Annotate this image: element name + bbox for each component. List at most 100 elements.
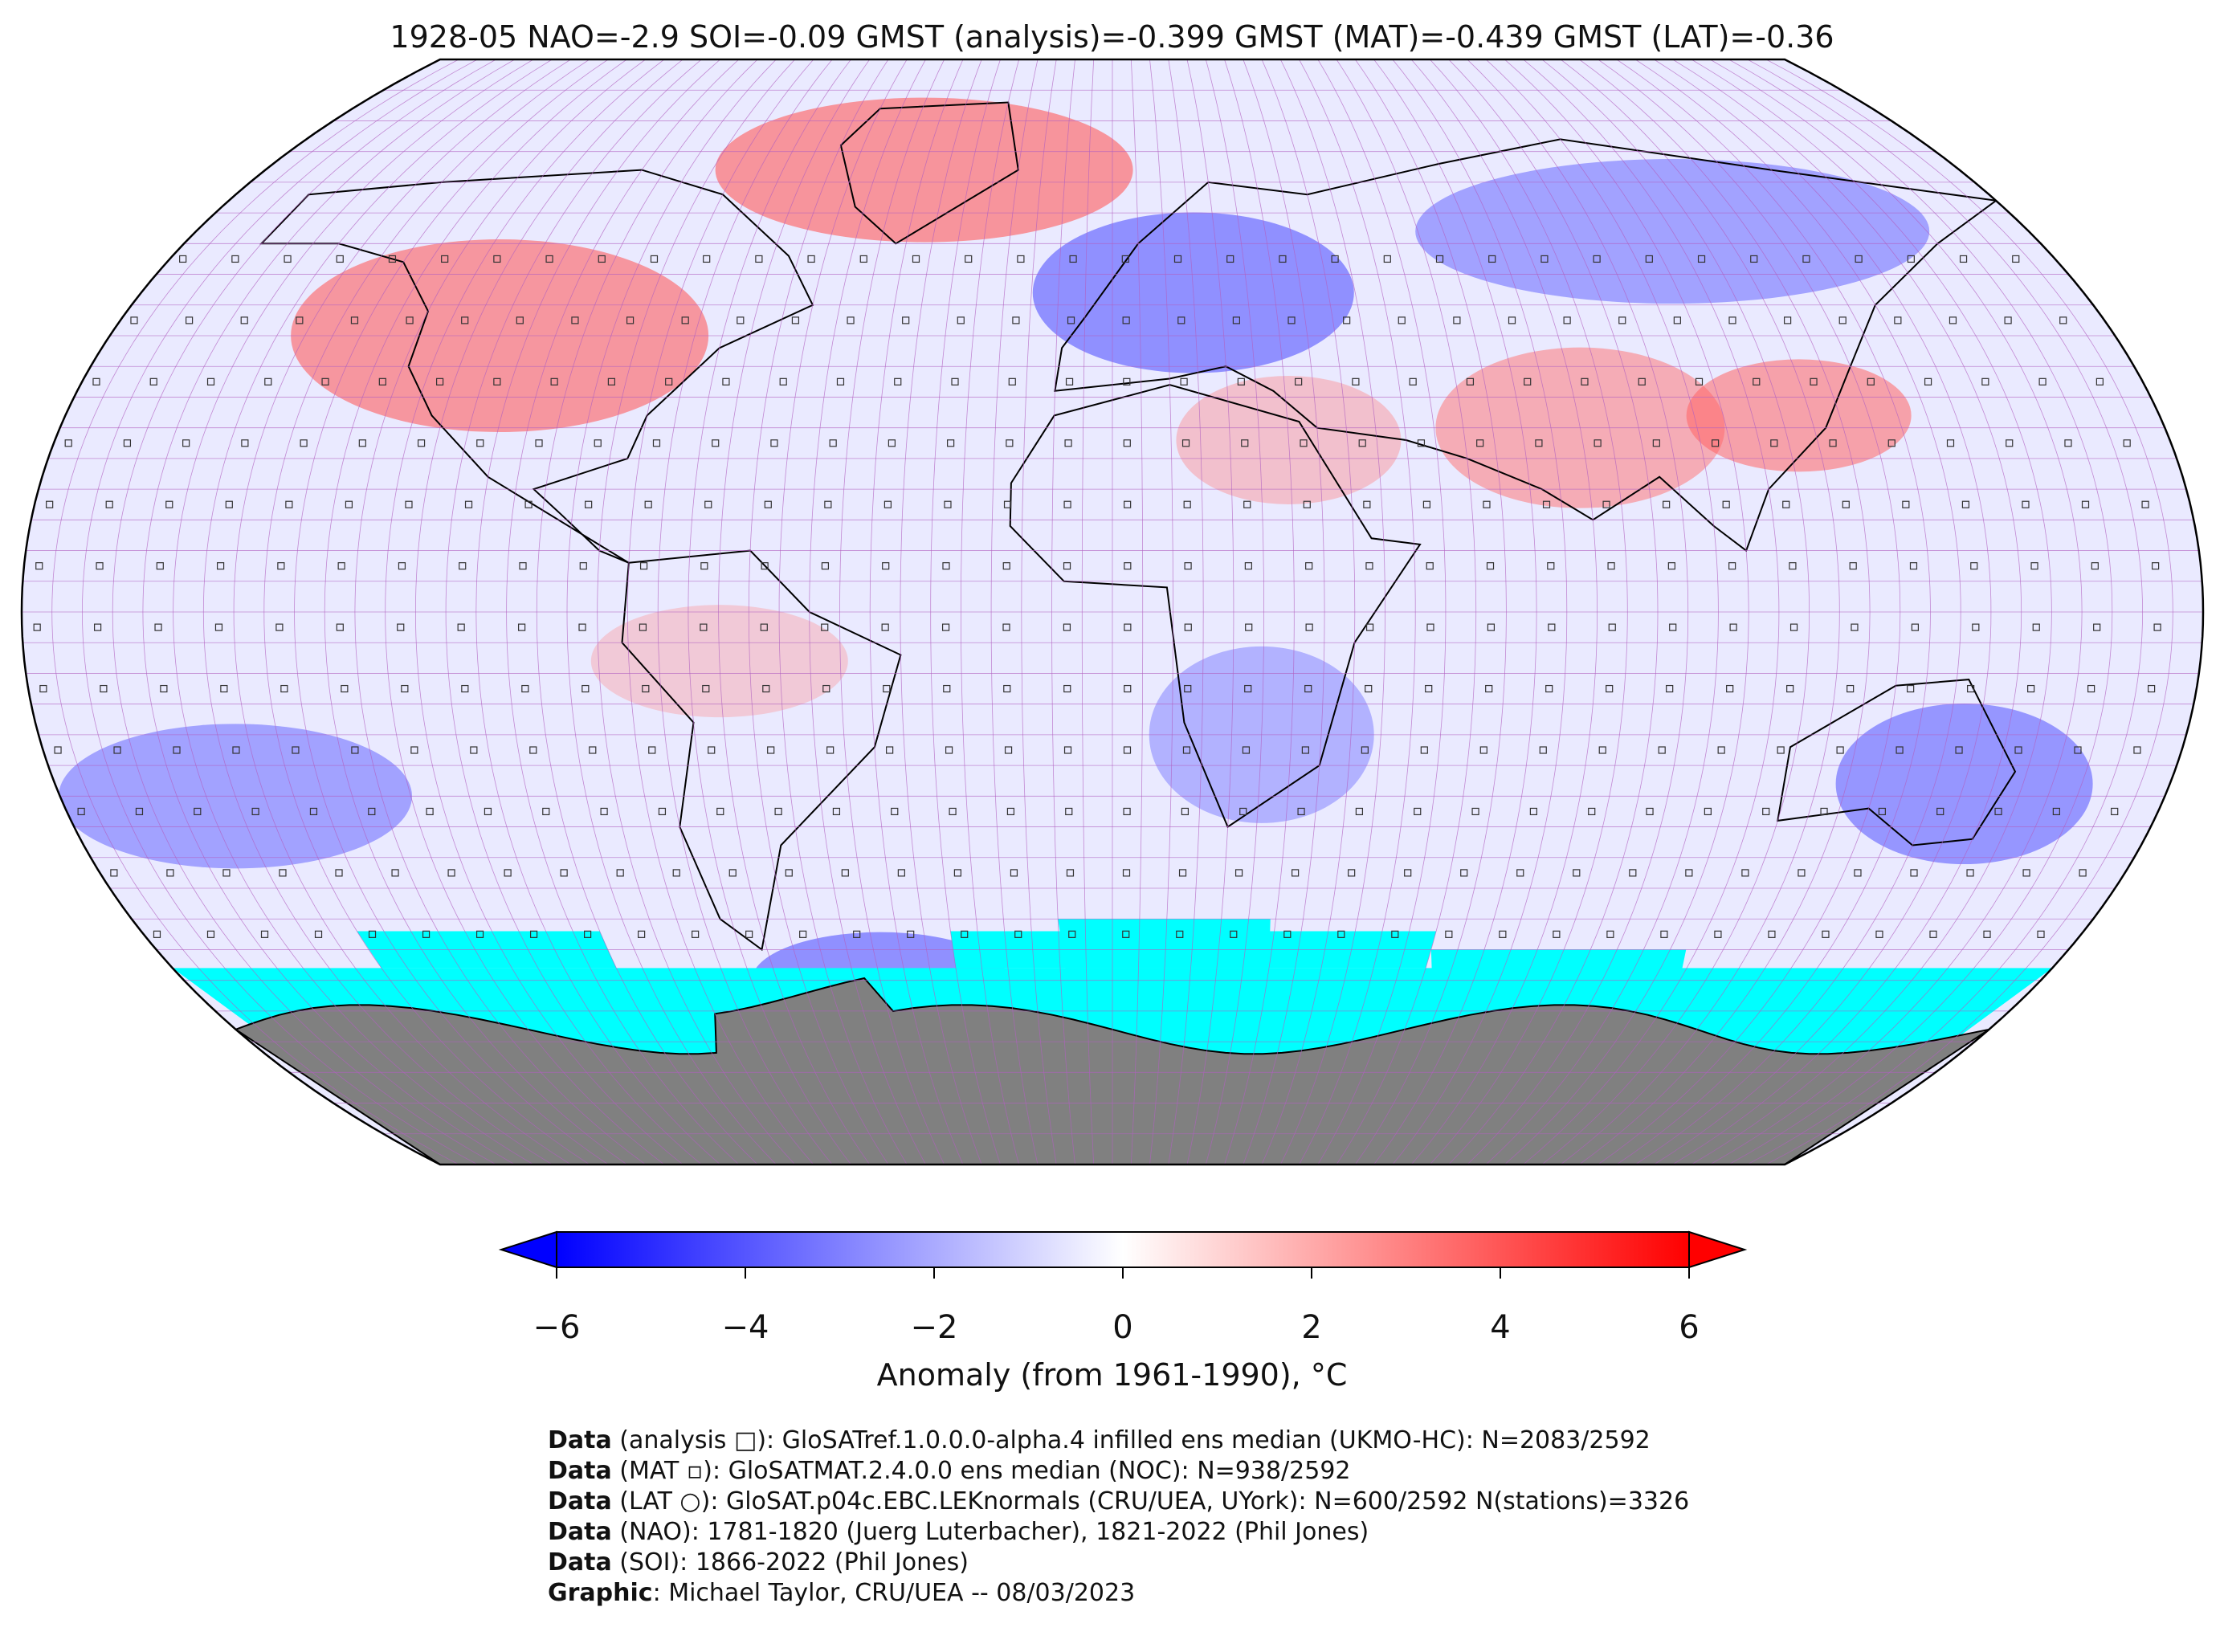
obs-marker [2152,562,2160,570]
obs-marker [642,684,650,693]
obs-marker [1875,930,1883,938]
obs-marker [853,930,861,938]
obs-marker [1949,316,1957,324]
obs-marker [1422,500,1431,508]
obs-marker [712,439,720,447]
obs-marker [626,316,635,324]
obs-marker [1851,623,1859,631]
obs-marker [1303,500,1311,508]
obs-marker [426,807,434,816]
obs-marker [165,500,173,508]
obs-marker [251,807,259,816]
obs-marker [1488,255,1496,263]
obs-marker [1124,500,1132,508]
obs-marker [894,377,902,385]
obs-marker [764,500,772,508]
obs-marker [1981,377,1989,385]
obs-marker [942,562,950,570]
obs-marker [493,255,501,263]
obs-marker [517,623,526,631]
obs-marker [883,684,891,693]
obs-marker [616,869,624,877]
obs-marker [785,869,793,877]
obs-marker [529,746,537,754]
obs-marker [285,500,293,508]
obs-marker [767,746,775,754]
obs-marker [1017,255,1025,263]
obs-marker [545,255,553,263]
obs-marker [2006,439,2014,447]
obs-marker [1729,623,1737,631]
obs-marker [1002,562,1010,570]
obs-marker [1955,746,1963,754]
obs-marker [241,439,249,447]
obs-marker [1295,377,1303,385]
obs-marker [1961,500,1970,508]
obs-marker [1542,500,1551,508]
obs-marker [459,562,467,570]
obs-marker [1176,930,1184,938]
obs-marker [1352,377,1360,385]
obs-marker [77,807,85,816]
obs-marker [1673,316,1681,324]
obs-marker [947,439,955,447]
obs-marker [1535,439,1543,447]
obs-marker [166,869,174,877]
obs-marker [2052,807,2060,816]
obs-marker [335,869,343,877]
obs-marker [791,316,800,324]
obs-marker [638,930,646,938]
obs-marker [1234,869,1243,877]
obs-marker [1435,255,1444,263]
obs-marker [1829,439,1837,447]
obs-marker [1297,807,1305,816]
observation-markers [33,255,2161,938]
obs-marker [1878,807,1886,816]
obs-marker [1420,746,1428,754]
obs-marker [397,623,405,631]
obs-marker [2111,807,2119,816]
obs-marker [579,562,587,570]
obs-marker [296,316,304,324]
obs-marker [33,623,41,631]
credit-line: Data (analysis □): GloSATref.1.0.0.0-alp… [548,1426,1651,1454]
obs-marker [1067,316,1075,324]
obs-marker [2037,930,2045,938]
map-title: 1928-05 NAO=-2.9 SOI=-0.09 GMST (analysi… [390,19,1834,55]
obs-marker [1301,746,1309,754]
obs-marker [2030,562,2038,570]
colorbar-label: Anomaly (from 1961-1990), °C [876,1357,1348,1393]
obs-marker [550,377,558,385]
obs-marker [1181,439,1190,447]
obs-marker [658,807,667,816]
obs-marker [1304,684,1312,693]
obs-marker [1782,500,1790,508]
obs-marker [447,869,455,877]
obs-marker [1124,562,1132,570]
obs-marker [182,439,190,447]
obs-marker [1711,439,1720,447]
obs-marker [54,746,62,754]
obs-marker [1838,316,1847,324]
obs-marker [1244,562,1252,570]
obs-marker [1365,562,1373,570]
obs-marker [585,500,593,508]
obs-marker [1181,807,1190,816]
obs-marker [1426,623,1434,631]
obs-marker [1652,439,1660,447]
anomaly-region [1686,359,1912,472]
obs-marker [1063,684,1071,693]
obs-marker [607,377,616,385]
obs-marker [703,255,711,263]
obs-marker [886,746,894,754]
obs-marker [1487,623,1496,631]
obs-marker [941,623,950,631]
obs-marker [1666,684,1674,693]
obs-marker [524,500,533,508]
obs-marker [391,869,399,877]
obs-marker [1237,377,1245,385]
obs-marker [1894,316,1902,324]
obs-marker [1124,684,1132,693]
obs-marker [1669,623,1677,631]
obs-marker [1063,623,1071,631]
